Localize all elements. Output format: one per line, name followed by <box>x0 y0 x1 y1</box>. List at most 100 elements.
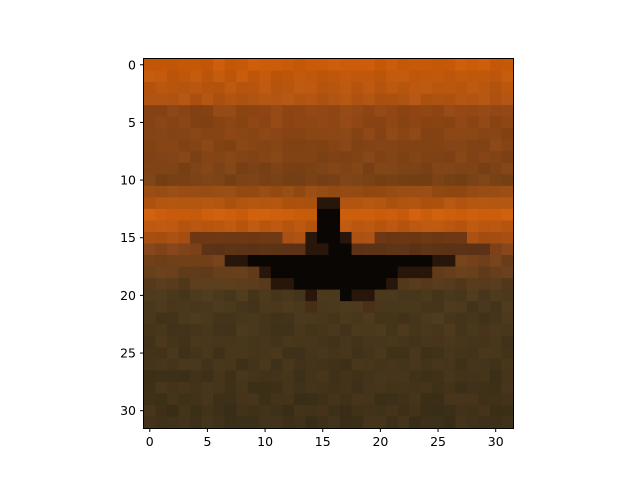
image-pixel <box>247 358 260 371</box>
image-pixel <box>259 393 272 406</box>
image-pixel <box>478 358 491 371</box>
x-tick-label: 20 <box>372 434 388 449</box>
image-pixel <box>501 416 514 429</box>
image-pixel <box>340 231 353 245</box>
image-pixel <box>213 312 226 325</box>
image-pixel <box>351 255 364 268</box>
image-pixel <box>478 151 491 164</box>
image-pixel <box>144 70 157 83</box>
image-pixel <box>190 416 203 429</box>
image-pixel <box>316 162 330 175</box>
image-pixel <box>316 278 330 291</box>
image-pixel <box>397 335 410 348</box>
image-pixel <box>374 255 387 268</box>
image-pixel <box>489 151 503 164</box>
image-pixel <box>420 312 433 325</box>
image-pixel <box>144 301 157 314</box>
image-pixel <box>374 404 387 418</box>
image-pixel <box>316 381 330 395</box>
image-pixel <box>443 197 456 210</box>
image-pixel <box>340 243 353 256</box>
image-pixel <box>351 393 364 406</box>
image-pixel <box>213 174 226 187</box>
image-pixel <box>443 289 456 302</box>
image-pixel <box>305 393 318 406</box>
image-pixel <box>178 347 191 360</box>
image-pixel <box>316 82 330 95</box>
image-pixel <box>201 243 214 256</box>
image-pixel <box>293 208 307 222</box>
image-pixel <box>155 393 168 406</box>
image-pixel <box>224 301 237 314</box>
image-pixel <box>259 139 272 152</box>
image-pixel <box>293 393 307 406</box>
y-tick-label: 15 <box>120 230 136 245</box>
image-pixel <box>224 243 237 256</box>
image-pixel <box>501 139 514 152</box>
image-pixel <box>155 278 168 291</box>
image-pixel <box>305 162 318 175</box>
image-pixel <box>213 139 226 152</box>
image-pixel <box>386 162 399 175</box>
image-pixel <box>236 231 249 245</box>
image-pixel <box>224 162 237 175</box>
image-pixel <box>328 266 341 279</box>
image-pixel <box>305 324 318 337</box>
image-pixel <box>363 393 376 406</box>
image-pixel <box>270 208 283 222</box>
image-pixel <box>351 231 364 245</box>
image-pixel <box>363 59 376 72</box>
image-pixel <box>409 93 422 106</box>
image-pixel <box>201 301 214 314</box>
image-pixel <box>316 312 330 325</box>
image-pixel <box>466 151 480 164</box>
image-pixel <box>409 312 422 325</box>
image-pixel <box>443 381 456 395</box>
image-pixel <box>178 381 191 395</box>
image-pixel <box>316 231 330 245</box>
image-pixel <box>305 301 318 314</box>
image-pixel <box>432 82 445 95</box>
image-pixel <box>409 116 422 129</box>
image-pixel <box>397 243 410 256</box>
image-pixel <box>224 82 237 95</box>
image-pixel <box>178 404 191 418</box>
image-pixel <box>443 324 456 337</box>
image-pixel <box>501 404 514 418</box>
image-pixel <box>478 70 491 83</box>
image-pixel <box>316 197 330 210</box>
image-pixel <box>155 128 168 141</box>
image-pixel <box>455 116 468 129</box>
image-pixel <box>259 370 272 383</box>
image-pixel <box>432 116 445 129</box>
image-pixel <box>386 324 399 337</box>
image-pixel <box>167 197 180 210</box>
image-pixel <box>270 82 283 95</box>
image-pixel <box>489 416 503 429</box>
image-pixel <box>443 82 456 95</box>
image-pixel <box>489 105 503 118</box>
image-pixel <box>167 105 180 118</box>
image-pixel <box>270 312 283 325</box>
image-pixel <box>201 70 214 83</box>
image-pixel <box>213 301 226 314</box>
image-pixel <box>178 139 191 152</box>
image-pixel <box>466 266 480 279</box>
image-pixel <box>213 185 226 198</box>
image-pixel <box>455 255 468 268</box>
image-pixel <box>190 289 203 302</box>
image-pixel <box>374 162 387 175</box>
image-pixel <box>466 312 480 325</box>
image-pixel <box>501 347 514 360</box>
image-pixel <box>351 162 364 175</box>
image-pixel <box>489 358 503 371</box>
image-pixel <box>501 243 514 256</box>
image-pixel <box>305 93 318 106</box>
image-pixel <box>478 208 491 222</box>
image-pixel <box>201 116 214 129</box>
image-pixel <box>293 404 307 418</box>
image-pixel <box>340 197 353 210</box>
image-pixel <box>351 404 364 418</box>
image-pixel <box>374 197 387 210</box>
image-pixel <box>155 105 168 118</box>
